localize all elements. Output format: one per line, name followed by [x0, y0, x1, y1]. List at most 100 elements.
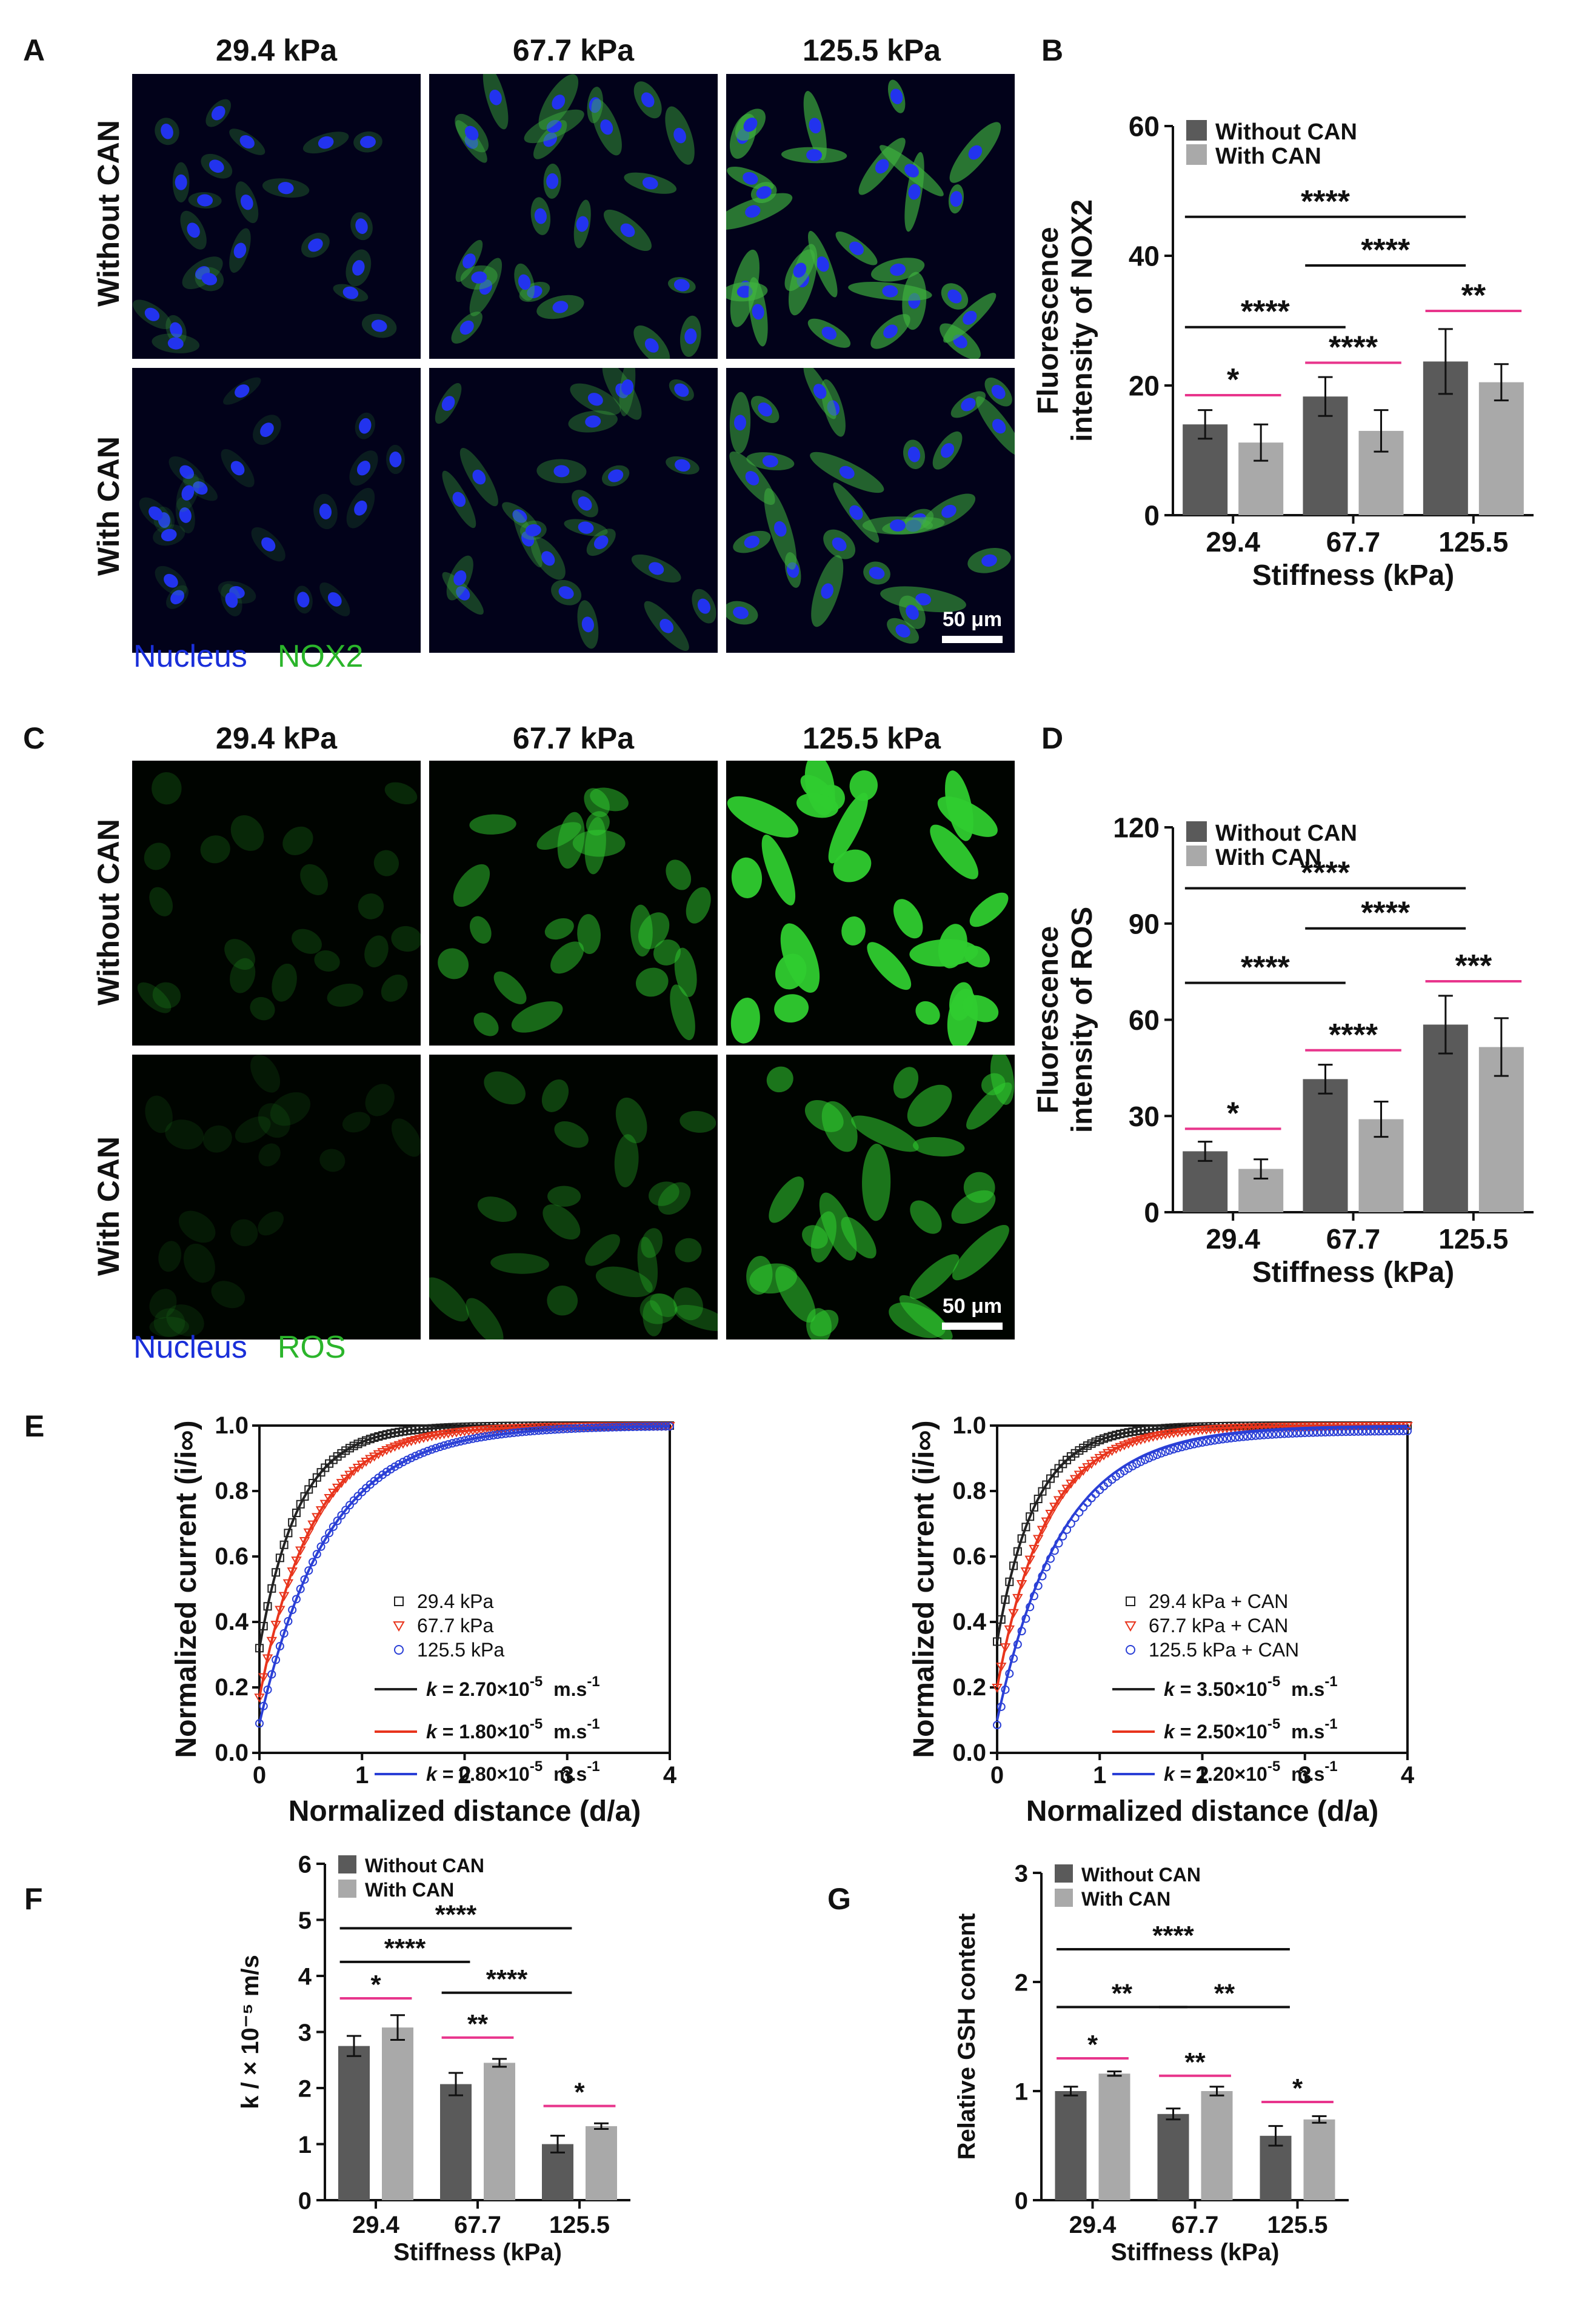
data-point: [1309, 1428, 1318, 1437]
x-tick-label: 1: [1093, 1762, 1106, 1789]
cell-nucleus: [233, 242, 247, 259]
header-67-7-a: 67.7 kPa: [513, 33, 635, 67]
cell-ros: [165, 1119, 204, 1150]
cell-ros: [637, 1236, 658, 1293]
cell-nucleus: [581, 616, 594, 633]
cell-group: [435, 368, 716, 651]
cell-nucleus: [479, 279, 492, 295]
legend-label: Without CAN: [365, 1855, 484, 1877]
data-point: [1321, 1428, 1330, 1437]
bar: [440, 2084, 472, 2200]
cell-ros: [821, 1101, 858, 1152]
panel-label-d: D: [1041, 721, 1063, 755]
cell-nucleus: [462, 253, 476, 269]
scale-bar-label: 50 μm: [943, 608, 1002, 631]
cell-nucleus: [773, 521, 787, 537]
legend-swatch: [1186, 821, 1207, 842]
y-tick-label: 0.6: [215, 1543, 249, 1570]
cell-ros: [577, 914, 601, 954]
micrograph-grid-a: 50 μm: [132, 74, 1015, 653]
cell-nucleus: [733, 606, 749, 619]
cell-nucleus: [907, 446, 921, 462]
fit-unit-sup: -1: [587, 1673, 599, 1690]
y-tick-label: 1.0: [215, 1412, 249, 1439]
cell-ros: [653, 939, 681, 966]
cell-nucleus: [525, 524, 541, 536]
significance-label: ****: [486, 1964, 528, 1994]
cell-nucleus: [950, 191, 963, 207]
cell-nucleus: [201, 273, 218, 285]
cell-nucleus: [620, 223, 635, 238]
cell-ros: [614, 1134, 639, 1187]
cell-nucleus: [981, 554, 997, 567]
legend-marker: [1126, 1645, 1135, 1655]
data-point: [1292, 1429, 1301, 1438]
cell-nucleus: [743, 118, 758, 132]
legend-label: 29.4 kPa + CAN: [1149, 1590, 1288, 1612]
data-point: [1223, 1434, 1232, 1443]
cell-nucleus: [453, 570, 467, 586]
cell-nucleus: [869, 567, 885, 579]
significance-label: **: [1112, 1978, 1133, 2008]
data-point: [1053, 1496, 1064, 1506]
y-tick-label: 0.4: [215, 1609, 249, 1635]
bar: [1303, 1079, 1348, 1212]
cell-nucleus: [849, 505, 863, 520]
cell-nucleus: [674, 383, 689, 397]
data-point: [1235, 1433, 1244, 1442]
header-67-7-c: 67.7 kPa: [513, 721, 635, 755]
row-label-without-can-a: Without CAN: [92, 120, 125, 307]
scale-bar: [942, 636, 1003, 643]
cell-ros: [674, 1304, 718, 1332]
fit-k-value: = 1.20×10: [1175, 1763, 1267, 1785]
fit-unit-sup: -1: [587, 1716, 599, 1732]
fit-unit: m.s: [1291, 1763, 1324, 1785]
significance-label: ****: [1241, 950, 1290, 986]
data-point: [1329, 1427, 1338, 1436]
cell-ros: [153, 1308, 185, 1337]
data-point: [390, 1462, 399, 1471]
y-tick-label: 0: [1144, 1197, 1160, 1229]
cell-ros: [774, 994, 809, 1023]
cell-nucleus: [558, 586, 574, 599]
y-tick-label: 4: [298, 1963, 312, 1990]
y-axis-label: k / × 10⁻⁵ m/s: [237, 1955, 264, 2109]
micrograph-tile: [132, 74, 421, 359]
header-125-5-c: 125.5 kPa: [803, 721, 941, 755]
cell-ros: [828, 792, 868, 864]
x-tick-label: 29.4: [1206, 526, 1260, 558]
cell-ros: [930, 824, 978, 879]
cell-nucleus: [471, 271, 487, 284]
cell-group: [727, 761, 1009, 1046]
row-label-with-can-c: With CAN: [92, 1136, 125, 1276]
data-point: [1337, 1427, 1346, 1436]
data-point: [1049, 1503, 1060, 1512]
legend-swatch: [338, 1880, 356, 1898]
y-tick-label: 0.6: [952, 1543, 986, 1570]
micrograph-tile: [132, 368, 421, 653]
cell-nucleus: [961, 398, 976, 412]
cell-ros: [547, 1286, 578, 1316]
row-label-with-can-a: With CAN: [92, 436, 125, 576]
cell-nucleus: [589, 97, 601, 113]
cell-ros: [211, 1281, 245, 1309]
cell-nucleus: [464, 125, 479, 141]
cell-nucleus: [941, 443, 955, 458]
legend-label: Without CAN: [1215, 821, 1357, 846]
cell-ros: [893, 899, 923, 939]
cell-ros: [889, 1302, 946, 1338]
cell-nucleus: [319, 503, 332, 519]
cell-nucleus: [991, 385, 1006, 399]
data-point: [1399, 1426, 1408, 1435]
cell-nucleus: [209, 159, 224, 173]
fit-k-value: = 3.50×10: [1175, 1678, 1267, 1700]
x-tick-label: 125.5: [1267, 2212, 1327, 2238]
cell-nucleus: [593, 535, 609, 550]
data-point: [402, 1455, 412, 1464]
cell-nucleus: [359, 136, 376, 148]
cell-nucleus: [161, 529, 177, 542]
cell-nucleus: [821, 326, 837, 340]
cell-ros: [686, 887, 711, 924]
